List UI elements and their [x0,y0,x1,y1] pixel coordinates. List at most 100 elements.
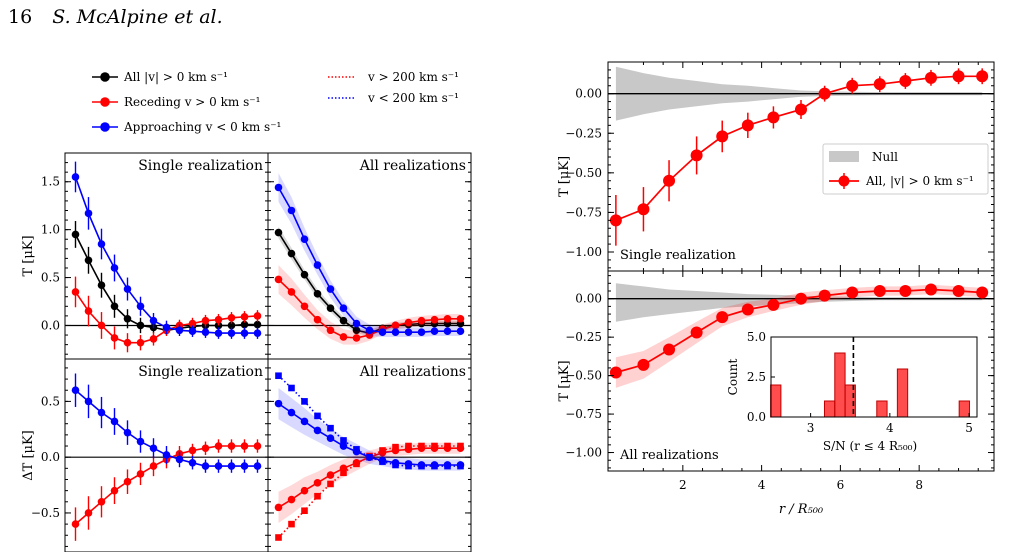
legend-label: Approaching v < 0 km s⁻¹ [123,120,281,134]
data-point [353,460,360,468]
panel-title: All realizations [359,364,466,380]
data-point [391,328,400,336]
data-point [404,318,413,327]
data-point [365,326,374,335]
data-point [288,520,295,528]
data-point [253,462,262,470]
x-tick-label: 4 [758,478,766,492]
histogram-bar [958,400,970,418]
data-point [456,327,465,336]
legend-marker [100,122,110,132]
data-point [149,335,158,343]
y-tick-label: −1.00 [565,446,602,460]
y-tick-label: 5.0 [747,330,766,344]
y-tick-label: −1.00 [565,245,602,259]
data-point [275,534,282,541]
x-axis-label: r / R₅₀₀ [779,502,824,517]
data-point [287,408,296,417]
data-point [327,424,334,432]
data-point [326,304,335,313]
data-point [430,315,439,324]
data-point [405,442,412,450]
data-point [690,149,703,162]
data-point [123,428,132,437]
y-tick-label: −0.50 [565,369,602,383]
data-point [214,462,223,470]
inset-histogram: 0.0 2.5 5.0 3 4 5 Count S/N (r ≤ 4 R₅₀₀) [726,330,978,453]
data-point [339,333,348,341]
data-point [456,314,465,323]
data-point [314,492,321,500]
data-point [84,256,93,265]
x-tick-label: 5 [965,421,973,435]
data-point [392,443,399,451]
data-point [253,320,262,329]
y-tick-label: 0.5 [41,271,60,285]
data-point [123,285,132,293]
data-point [71,520,80,528]
y-tick-label: −0.5 [31,506,60,520]
data-point [123,477,132,486]
data-point [201,444,210,453]
y-axis-label: T [μK] [21,235,36,276]
page-header: 16 S. McAlpine et al. [8,6,223,28]
data-point [391,321,400,330]
data-point [201,316,210,325]
data-point [110,302,119,311]
y-tick-label: −0.75 [565,407,602,421]
y-tick-label: −0.25 [565,126,602,140]
data-point [287,495,296,504]
panel-content [268,173,471,345]
data-point [123,338,132,347]
data-point [716,130,729,143]
data-point [326,326,335,335]
y-tick-label: 0.00 [575,292,602,306]
data-point [326,285,335,293]
data-point [201,462,210,470]
y-axis-label: T [μK] [557,156,572,197]
data-point [976,70,989,83]
data-point [431,442,438,450]
y-tick-label: 0.0 [41,318,60,332]
legend-marker [838,175,850,187]
data-point [846,286,859,299]
data-point [952,285,965,297]
panel-right-top: −1.00 −0.75 −0.50 −0.25 0.00 T [μK] Single rea… [557,61,995,272]
panel-frame [267,358,472,552]
panel-annotation: Single realization [620,248,737,263]
data-point [240,442,249,450]
y-tick-label: −0.75 [565,205,602,219]
y-axis-label: Count [726,358,740,395]
histogram-bar [876,400,888,418]
data-point [873,78,886,91]
data-point [149,316,158,325]
data-point [431,462,438,470]
data-point [288,384,295,392]
legend-label: All, |v| > 0 km s⁻¹ [865,174,974,188]
data-point [690,326,703,339]
data-point [924,283,937,296]
data-point [663,174,676,187]
data-point [71,288,80,296]
data-point [110,264,119,272]
data-point [366,453,373,461]
panel-left-bottom-single: Single realization −0.5 0.0 0.5 ΔT [μK] [21,358,269,552]
page-authors: S. McAlpine et al. [52,6,223,28]
data-point [149,444,158,453]
data-point [214,315,223,324]
data-point [123,314,132,323]
data-point [418,462,425,470]
data-point [149,462,158,470]
data-point [110,334,119,342]
data-point [300,486,309,495]
data-point [71,386,80,395]
data-point [924,71,937,84]
data-point [136,437,145,446]
data-point [340,469,347,477]
data-point [188,327,197,336]
series-band [278,226,461,336]
data-point [227,462,236,470]
data-point [899,285,912,297]
data-point [188,319,197,328]
data-point [314,412,321,420]
